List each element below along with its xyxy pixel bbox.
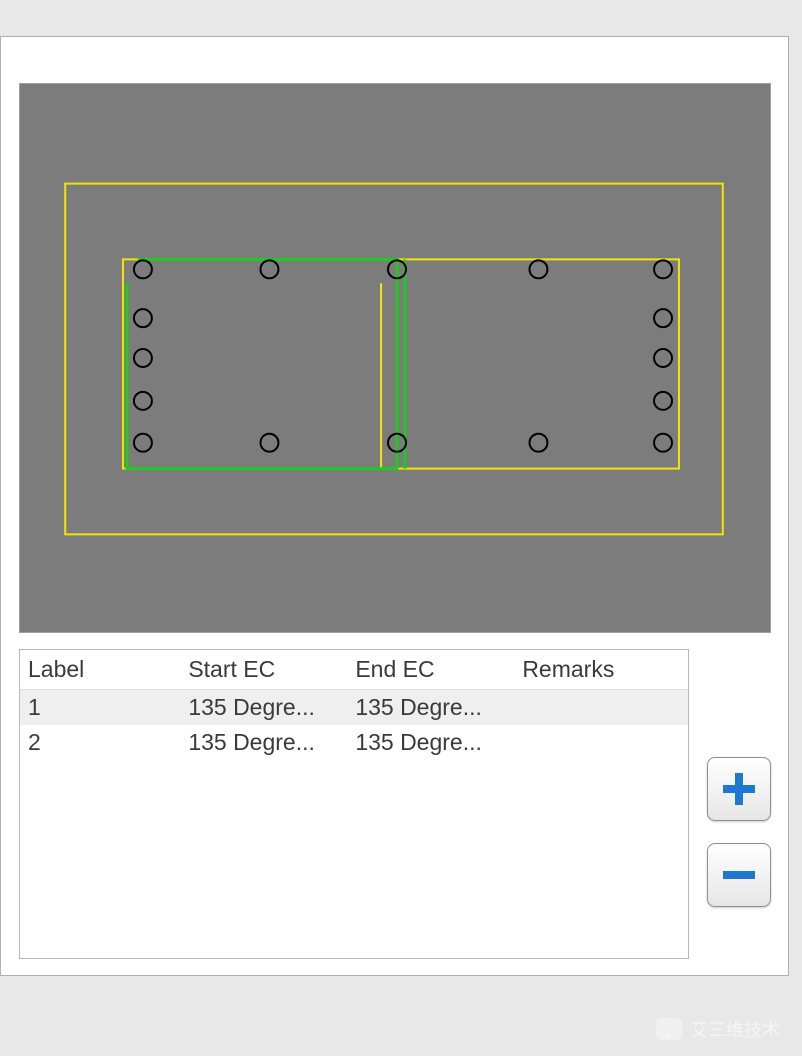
cell-remarks[interactable] (514, 725, 688, 760)
add-row-button[interactable] (707, 757, 771, 821)
col-header-start[interactable]: Start EC (180, 650, 347, 690)
cell-remarks[interactable] (514, 690, 688, 726)
row-buttons (707, 757, 777, 929)
col-header-end[interactable]: End EC (347, 650, 514, 690)
cell-start[interactable]: 135 Degre... (180, 690, 347, 726)
col-header-label[interactable]: Label (20, 650, 180, 690)
cell-label[interactable]: 2 (20, 725, 180, 760)
cell-label[interactable]: 1 (20, 690, 180, 726)
table-body: 1135 Degre...135 Degre...2135 Degre...13… (20, 690, 688, 761)
table-row[interactable]: 1135 Degre...135 Degre... (20, 690, 688, 726)
stirrup-table[interactable]: LabelStart ECEnd ECRemarks 1135 Degre...… (20, 650, 688, 760)
minus-icon (717, 853, 761, 897)
stirrup-table-panel: LabelStart ECEnd ECRemarks 1135 Degre...… (19, 649, 689, 959)
table-header-row: LabelStart ECEnd ECRemarks (20, 650, 688, 690)
table-row[interactable]: 2135 Degre...135 Degre... (20, 725, 688, 760)
watermark-text: 艾三维技术 (690, 1016, 780, 1042)
cell-start[interactable]: 135 Degre... (180, 725, 347, 760)
editor-panel: LabelStart ECEnd ECRemarks 1135 Degre...… (0, 36, 789, 976)
section-diagram (19, 83, 771, 633)
cell-end[interactable]: 135 Degre... (347, 725, 514, 760)
col-header-remarks[interactable]: Remarks (514, 650, 688, 690)
plus-icon (717, 767, 761, 811)
watermark: 艾三维技术 (656, 1016, 780, 1042)
cell-end[interactable]: 135 Degre... (347, 690, 514, 726)
wechat-icon (656, 1018, 682, 1040)
remove-row-button[interactable] (707, 843, 771, 907)
section-diagram-svg (20, 84, 770, 632)
